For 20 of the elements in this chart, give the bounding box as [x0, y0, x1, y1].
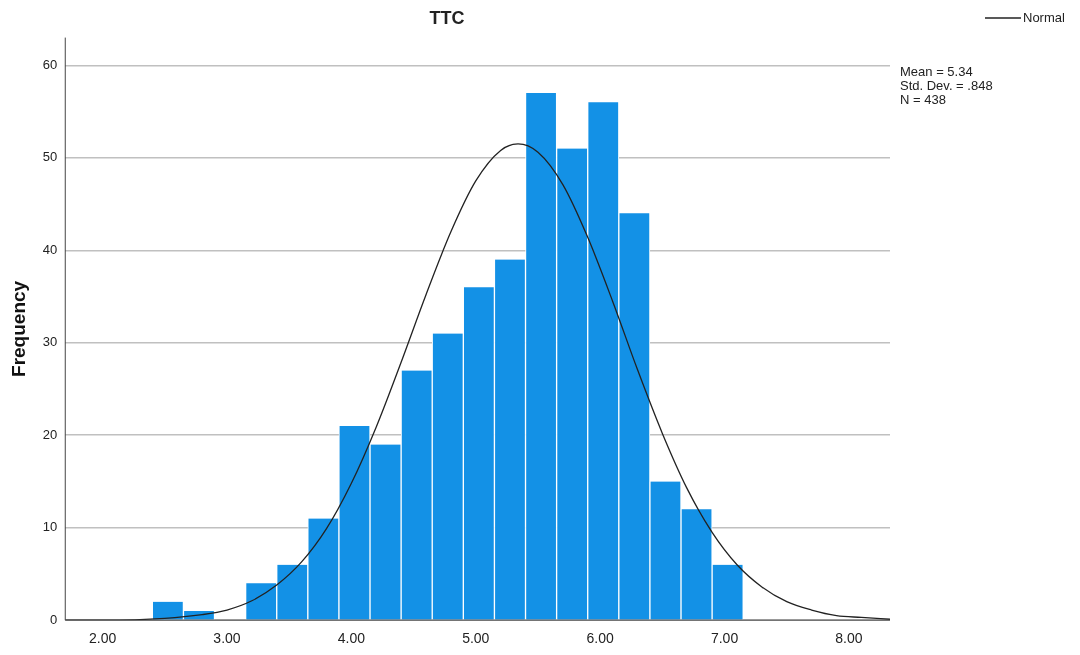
legend-label: Normal: [1023, 9, 1066, 25]
text: N = 438: [900, 92, 946, 108]
x-tick-label: 8.00: [835, 630, 863, 647]
y-tick-label: 50: [42, 149, 58, 165]
y-tick-label: 10: [42, 519, 58, 535]
x-tick-label: 2.00: [88, 630, 117, 647]
y-tick-label: 0: [50, 611, 58, 627]
x-tick-label: 4.00: [337, 630, 366, 647]
x-tick-label: 3.00: [213, 630, 241, 647]
text: Std. Dev. = .848: [900, 78, 993, 94]
y-tick-label: 30: [42, 334, 58, 350]
y-tick-label: 40: [42, 241, 58, 257]
y-tick-label: 20: [42, 426, 58, 442]
text: Mean = 5.34: [900, 64, 973, 80]
y-tick-label: 60: [42, 56, 58, 72]
x-tick-label: 5.00: [462, 630, 490, 647]
x-tick-label: 7.00: [710, 630, 739, 647]
x-tick-label: 6.00: [586, 630, 614, 647]
chart-title: TTC: [429, 7, 465, 28]
y-axis-title: Frequency: [7, 280, 29, 377]
